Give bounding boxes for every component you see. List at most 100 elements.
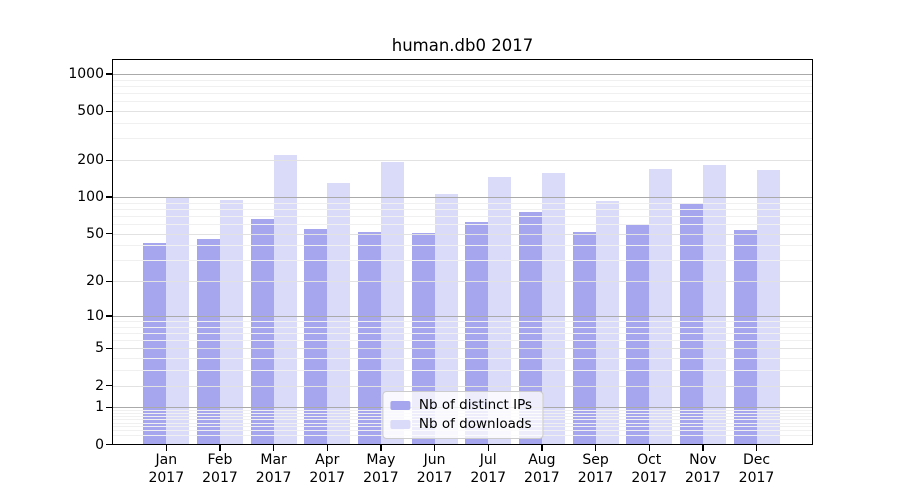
y-tick-label-50: 50: [86, 225, 104, 242]
bar-downloads-jun: [434, 194, 458, 444]
gridline-3: [113, 370, 812, 372]
y-tick-label-500: 500: [77, 103, 104, 120]
x-tick-label-aug: Aug 2017: [524, 452, 560, 486]
y-tick-mark-200: [106, 159, 113, 161]
bar-downloads-jul: [488, 177, 512, 444]
x-tick-mark-dec: [755, 445, 758, 451]
bar-distinct-ips-oct: [626, 224, 650, 444]
gridline-90: [113, 202, 812, 204]
bar-distinct-ips-dec: [733, 229, 757, 444]
bar-downloads-jan: [166, 196, 190, 444]
x-tick-mark-oct: [648, 445, 650, 451]
gridline-700: [113, 93, 812, 95]
bar-distinct-ips-apr: [304, 228, 328, 444]
y-tick-label-100: 100: [77, 188, 104, 205]
gridline-2: [113, 385, 812, 387]
bar-distinct-ips-mar: [250, 218, 274, 444]
gridline-100: [113, 196, 812, 198]
gridline-8: [113, 326, 812, 328]
bar-downloads-dec: [756, 169, 780, 444]
gridline-70: [113, 215, 812, 217]
gridline-30: [113, 260, 812, 262]
x-tick-mark-jul: [487, 445, 489, 451]
bar-distinct-ips-feb: [196, 239, 220, 444]
y-tick-mark-500: [106, 110, 113, 112]
y-tick-label-20: 20: [86, 273, 104, 290]
gridline-800: [113, 85, 812, 87]
chart-title: human.db0 2017: [391, 36, 534, 55]
bar-downloads-may: [380, 162, 404, 444]
y-tick-label-10: 10: [86, 307, 104, 324]
x-tick-label-oct: Oct 2017: [631, 452, 667, 486]
y-tick-label-200: 200: [77, 152, 104, 169]
x-tick-mark-apr: [326, 445, 328, 451]
gridline-80: [113, 208, 812, 210]
gridline-50: [113, 233, 812, 235]
x-tick-label-dec: Dec 2017: [738, 452, 775, 486]
y-tick-label-5: 5: [95, 340, 104, 357]
y-tick-mark-10: [106, 315, 113, 317]
gridline-500: [113, 111, 812, 113]
x-tick-mark-jun: [433, 445, 436, 451]
bar-distinct-ips-jan: [143, 242, 167, 444]
x-tick-label-jan: Jan 2017: [148, 452, 185, 486]
gridline-4: [113, 358, 812, 360]
gridline-6: [113, 340, 812, 342]
y-tick-mark-1000: [106, 73, 113, 75]
x-tick-label-nov: Nov 2017: [685, 452, 721, 486]
gridline-200: [113, 160, 812, 162]
legend: Nb of distinct IPs Nb of downloads: [381, 391, 544, 439]
y-tick-mark-5: [106, 347, 113, 350]
bar-downloads-oct: [649, 169, 673, 444]
x-tick-label-feb: Feb 2017: [202, 452, 238, 486]
gridline-900: [113, 79, 812, 81]
bar-distinct-ips-may: [357, 231, 381, 444]
y-tick-mark-0: [106, 444, 113, 446]
x-tick-mark-mar: [273, 445, 275, 451]
bar-downloads-sep: [595, 200, 619, 444]
bar-downloads-mar: [273, 154, 297, 444]
gridline-20: [113, 281, 812, 283]
y-tick-mark-100: [106, 196, 113, 198]
x-tick-mark-feb: [219, 445, 221, 451]
x-tick-label-apr: Apr 2017: [309, 452, 346, 486]
legend-label-distinct-ips: Nb of distinct IPs: [418, 397, 533, 413]
legend-row-downloads: Nb of downloads: [389, 416, 532, 432]
y-tick-mark-2: [106, 385, 113, 387]
y-tick-mark-50: [106, 233, 113, 235]
x-tick-mark-sep: [594, 445, 597, 451]
legend-swatch-distinct-ips: [389, 400, 410, 410]
y-tick-mark-20: [106, 280, 113, 282]
bar-downloads-aug: [541, 173, 565, 444]
x-tick-label-jul: Jul 2017: [470, 452, 507, 486]
x-tick-mark-aug: [541, 445, 543, 451]
gridline-9: [113, 321, 812, 322]
gridline-300: [113, 138, 812, 140]
gridline-60: [113, 224, 812, 225]
legend-row-distinct-ips: Nb of distinct IPs: [389, 397, 533, 413]
y-tick-mark-1: [106, 406, 113, 409]
y-tick-label-0: 0: [95, 436, 104, 453]
x-tick-label-mar: Mar 2017: [255, 452, 292, 486]
x-tick-mark-may: [380, 445, 382, 451]
x-tick-mark-nov: [702, 445, 704, 451]
gridline-40: [113, 245, 812, 247]
plot-area: Nb of distinct IPs Nb of downloads: [112, 59, 813, 445]
gridline-10: [113, 315, 812, 317]
y-tick-label-1: 1: [95, 399, 104, 416]
gridline-7: [113, 332, 812, 334]
x-tick-label-may: May 2017: [363, 452, 399, 486]
y-tick-label-1000: 1000: [68, 65, 104, 82]
y-tick-label-2: 2: [95, 377, 104, 394]
x-tick-mark-jan: [165, 445, 167, 451]
bar-downloads-apr: [327, 183, 351, 444]
bar-distinct-ips-sep: [572, 231, 596, 444]
legend-swatch-downloads: [389, 419, 410, 429]
gridline-600: [113, 101, 812, 103]
gridline-1000: [113, 73, 812, 75]
gridline-5: [113, 348, 812, 350]
bar-downloads-nov: [702, 164, 726, 444]
x-tick-label-sep: Sep 2017: [577, 452, 614, 486]
gridline-400: [113, 123, 812, 124]
